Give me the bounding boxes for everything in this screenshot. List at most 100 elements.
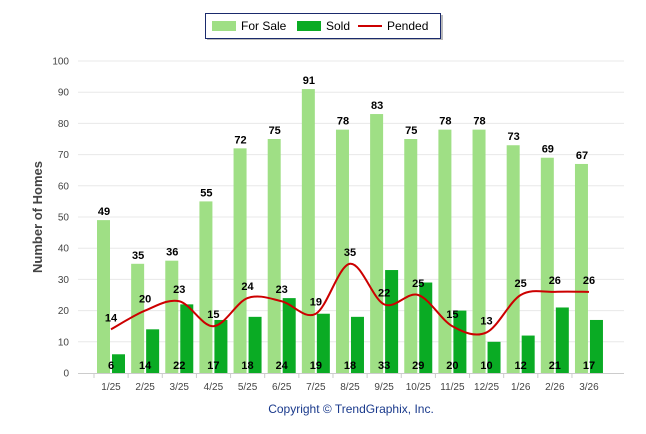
x-tick-label: 2/25 [135, 382, 155, 393]
pended-label: 26 [583, 275, 595, 287]
x-tick-label: 9/25 [374, 382, 394, 393]
for-sale-bar [199, 201, 213, 373]
x-tick-label: 12/25 [474, 382, 499, 393]
sold-bar [248, 316, 262, 373]
for-sale-bar [97, 220, 110, 373]
pended-label: 35 [344, 247, 356, 259]
for-sale-bar [370, 114, 384, 373]
sold-bar [521, 335, 535, 373]
x-tick-label: 11/25 [440, 382, 465, 393]
y-tick-label: 0 [63, 369, 69, 380]
sold-bar [385, 270, 399, 373]
y-tick-label: 50 [58, 213, 70, 224]
sold-label: 18 [344, 360, 356, 372]
for-sale-label: 78 [473, 116, 485, 128]
pended-label: 13 [480, 315, 492, 327]
y-tick-label: 20 [58, 306, 70, 317]
for-sale-label: 91 [303, 75, 315, 87]
x-tick-label: 1/25 [101, 382, 121, 393]
sold-bar [419, 282, 433, 373]
sold-bar [180, 304, 194, 373]
sold-label: 6 [108, 360, 114, 372]
for-sale-bar [438, 129, 452, 373]
for-sale-label: 36 [166, 247, 178, 259]
for-sale-label: 69 [542, 144, 554, 156]
for-sale-label: 35 [132, 250, 144, 262]
for-sale-bar [335, 129, 349, 373]
sold-label: 18 [241, 360, 253, 372]
sold-bar [487, 341, 501, 373]
for-sale-label: 83 [371, 100, 383, 112]
for-sale-bar [131, 263, 145, 373]
x-tick-label: 8/25 [340, 382, 360, 393]
sold-bar [112, 354, 125, 373]
y-tick-label: 10 [58, 337, 70, 348]
for-sale-label: 75 [405, 125, 417, 137]
x-tick-label: 10/25 [406, 382, 431, 393]
sold-label: 19 [310, 360, 322, 372]
pended-label: 25 [515, 278, 527, 290]
legend-box [205, 13, 441, 39]
y-tick-label: 80 [58, 119, 70, 130]
pended-label: 20 [139, 294, 151, 306]
legend-swatch-for-sale [212, 21, 236, 31]
sold-label: 29 [412, 360, 424, 372]
for-sale-bar [404, 139, 418, 373]
y-tick-label: 30 [58, 275, 70, 286]
pended-label: 25 [412, 278, 424, 290]
sold-bar [589, 319, 603, 373]
y-axis-label: Number of Homes [30, 161, 45, 273]
pended-line [110, 262, 589, 336]
for-sale-label: 78 [439, 116, 451, 128]
for-sale-bar [165, 260, 179, 373]
legend-swatch-sold [297, 21, 321, 31]
pended-label: 23 [173, 284, 185, 296]
for-sale-label: 67 [576, 150, 588, 162]
for-sale-bar [506, 145, 520, 373]
sold-label: 17 [583, 360, 595, 372]
for-sale-label: 78 [337, 116, 349, 128]
pended-label: 24 [241, 281, 254, 293]
sold-bar [453, 310, 467, 373]
y-tick-label: 60 [58, 181, 70, 192]
sold-label: 22 [173, 360, 185, 372]
sold-bar [282, 298, 296, 373]
x-tick-label: 6/25 [272, 382, 292, 393]
legend-label-for-sale: For Sale [241, 19, 287, 33]
for-sale-bar [540, 157, 554, 373]
legend-label-pended: Pended [387, 19, 428, 33]
sold-bar [555, 307, 569, 373]
pended-label: 15 [207, 309, 219, 321]
y-tick-label: 40 [58, 244, 70, 255]
x-tick-label: 3/25 [170, 382, 190, 393]
y-tick-label: 70 [58, 150, 70, 161]
x-tick-label: 5/25 [238, 382, 258, 393]
pended-label: 15 [446, 309, 458, 321]
for-sale-label: 75 [269, 125, 281, 137]
sold-bar [316, 313, 330, 373]
copyright-footer: Copyright © TrendGraphix, Inc. [268, 402, 434, 416]
sold-bar [146, 329, 160, 373]
pended-label: 19 [310, 297, 322, 309]
y-tick-label: 100 [52, 57, 69, 68]
sold-bar [350, 316, 364, 373]
sold-label: 12 [515, 360, 527, 372]
for-sale-label: 49 [98, 206, 110, 218]
sold-bar [214, 319, 228, 373]
sold-label: 24 [276, 360, 289, 372]
for-sale-label: 73 [508, 131, 520, 143]
x-tick-label: 1/26 [511, 382, 531, 393]
x-tick-label: 7/25 [306, 382, 326, 393]
pended-label: 26 [549, 275, 561, 287]
sold-label: 17 [207, 360, 219, 372]
for-sale-label: 72 [234, 134, 246, 146]
for-sale-bar [301, 89, 315, 373]
pended-label: 14 [105, 312, 118, 324]
for-sale-bar [267, 139, 281, 373]
sold-label: 20 [446, 360, 458, 372]
for-sale-bar [574, 163, 588, 373]
pended-label: 22 [378, 287, 390, 299]
for-sale-bar [233, 148, 247, 373]
